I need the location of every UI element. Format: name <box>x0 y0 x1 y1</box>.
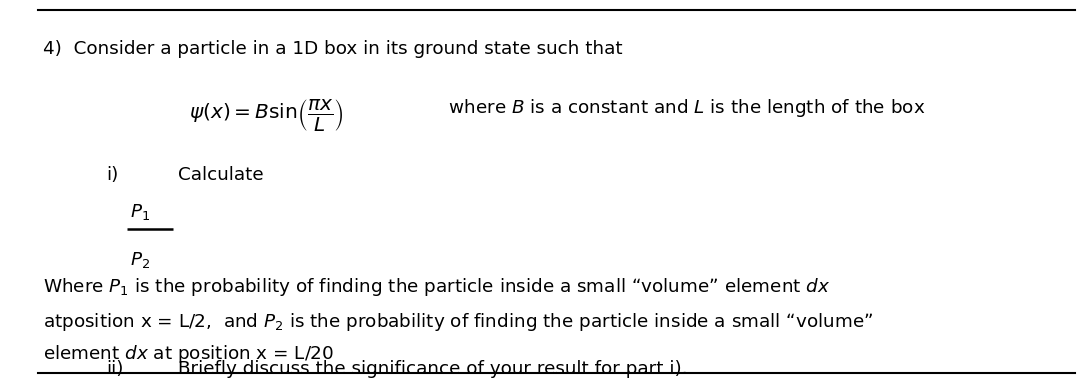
Text: ii): ii) <box>106 360 123 378</box>
Text: atposition x = L/2,  and $P_2$ is the probability of finding the particle inside: atposition x = L/2, and $P_2$ is the pro… <box>43 311 874 333</box>
Text: $P_2$: $P_2$ <box>130 250 150 269</box>
Text: Where $P_1$ is the probability of finding the particle inside a small “volume” e: Where $P_1$ is the probability of findin… <box>43 276 831 298</box>
Text: Briefly discuss the significance of your result for part i).: Briefly discuss the significance of your… <box>178 360 688 378</box>
Text: $\psi(x) = B\sin\!\left(\dfrac{\pi x}{L}\right)$: $\psi(x) = B\sin\!\left(\dfrac{\pi x}{L}… <box>189 97 343 133</box>
Text: where $B$ is a constant and $L$ is the length of the box: where $B$ is a constant and $L$ is the l… <box>437 97 926 119</box>
Text: element $dx$ at position x = L/20: element $dx$ at position x = L/20 <box>43 343 334 365</box>
Text: $P_1$: $P_1$ <box>130 202 150 222</box>
Text: i): i) <box>106 166 118 184</box>
Text: 4)  Consider a particle in a 1D box in its ground state such that: 4) Consider a particle in a 1D box in it… <box>43 40 623 58</box>
Text: Calculate: Calculate <box>178 166 264 184</box>
